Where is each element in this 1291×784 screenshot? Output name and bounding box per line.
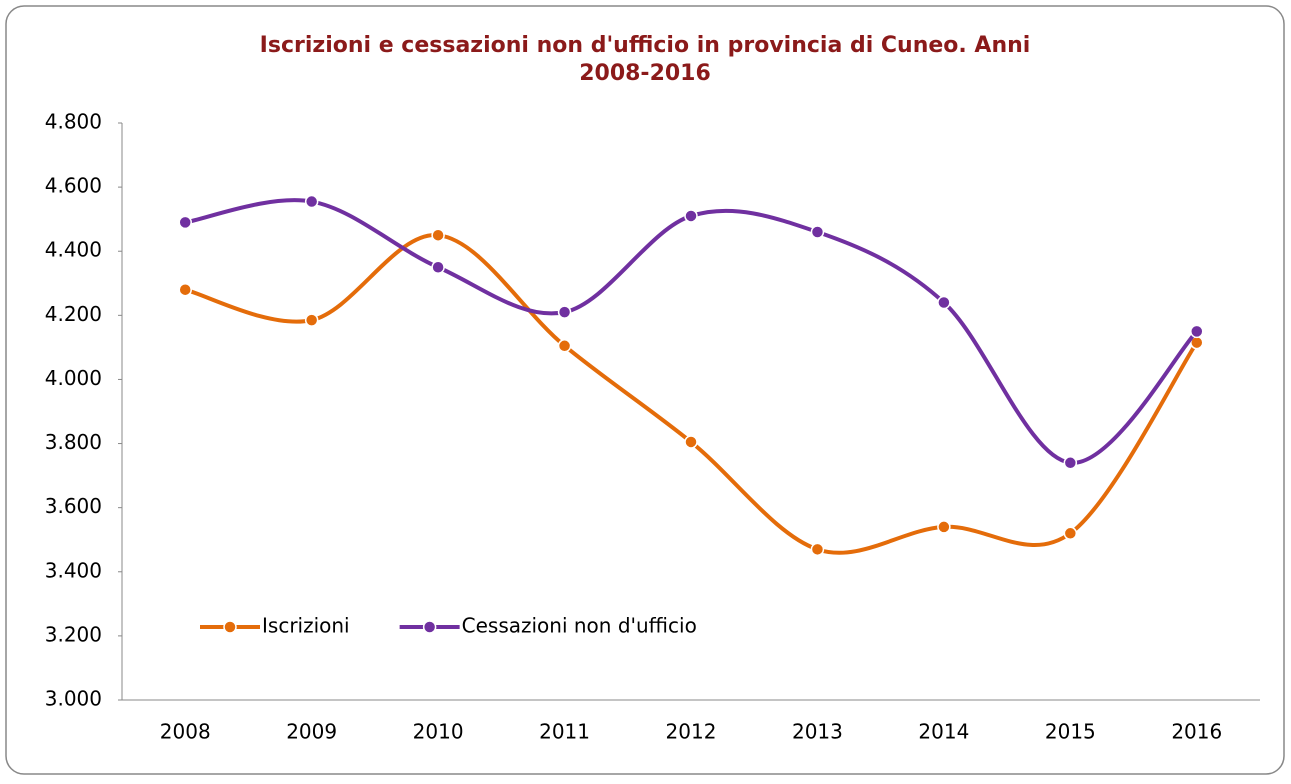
y-tick-label: 4.000 <box>45 366 102 390</box>
y-tick-label: 4.200 <box>45 302 102 326</box>
data-point <box>178 282 192 297</box>
x-tick-label: 2015 <box>1045 720 1096 744</box>
y-tick-label: 3.400 <box>45 558 102 582</box>
y-tick-label: 3.600 <box>45 494 102 518</box>
legend-label: Cessazioni non d'ufficio <box>462 614 697 638</box>
y-tick-label: 4.800 <box>45 110 102 134</box>
data-point <box>178 215 192 230</box>
y-tick-label: 3.800 <box>45 430 102 454</box>
x-tick-label: 2012 <box>666 720 717 744</box>
x-tick-label: 2009 <box>286 720 337 744</box>
data-point <box>684 435 698 449</box>
x-tick-label: 2014 <box>918 720 969 744</box>
legend-label: Iscrizioni <box>262 614 350 638</box>
data-point <box>431 228 445 242</box>
y-tick-label: 3.200 <box>45 622 102 646</box>
series-line <box>183 198 1199 465</box>
x-tick-label: 2011 <box>539 720 590 744</box>
chart-frame <box>5 5 1285 775</box>
data-point <box>304 313 319 327</box>
x-tick-label: 2013 <box>792 720 843 744</box>
data-point <box>1063 526 1078 541</box>
data-point <box>557 339 572 353</box>
data-point <box>1190 324 1204 339</box>
y-tick-label: 4.600 <box>45 174 102 198</box>
data-point <box>684 209 698 223</box>
data-point <box>431 260 445 274</box>
x-tick-label: 2010 <box>413 720 464 744</box>
title-line: 2008-2016 <box>579 61 711 86</box>
legend-marker <box>422 620 437 634</box>
data-point <box>810 542 825 557</box>
y-tick-label: 4.400 <box>45 238 102 262</box>
y-tick-label: 3.000 <box>45 687 102 711</box>
x-tick-label: 2008 <box>160 720 211 744</box>
data-point <box>937 520 951 534</box>
data-point <box>937 295 951 310</box>
chart-title: Iscrizioni e cessazioni non d'ufficio in… <box>260 33 1031 86</box>
data-point <box>557 305 572 319</box>
legend-marker <box>223 620 237 634</box>
data-point <box>810 225 825 239</box>
title-line: Iscrizioni e cessazioni non d'ufficio in… <box>260 33 1031 58</box>
x-tick-label: 2016 <box>1171 720 1222 744</box>
data-point <box>304 194 319 209</box>
data-point <box>1063 456 1078 470</box>
